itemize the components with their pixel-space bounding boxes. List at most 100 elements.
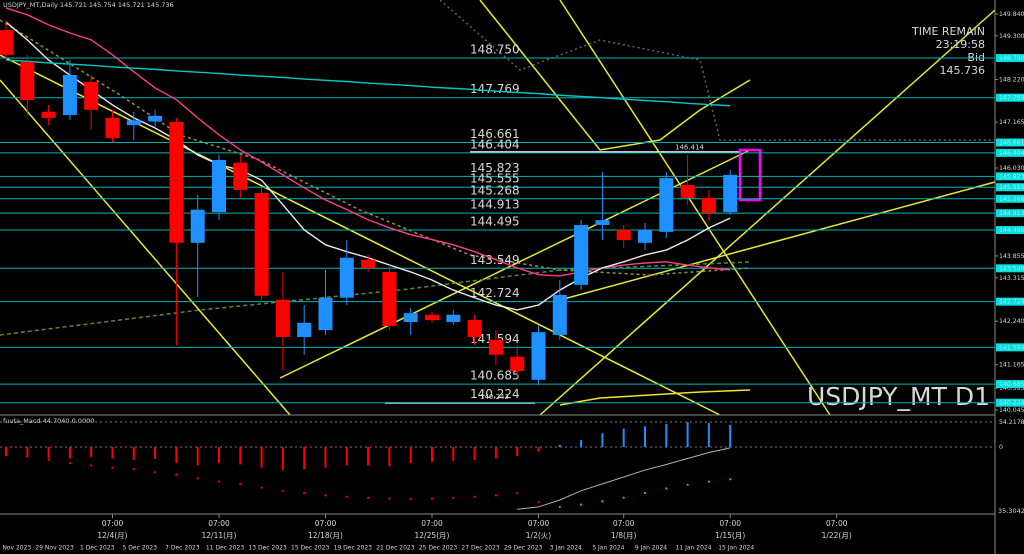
trend-line <box>559 181 996 301</box>
macd-signal-dot <box>281 489 284 492</box>
level-box <box>996 297 1024 306</box>
time-label: 07:00 <box>421 519 443 528</box>
candle-body <box>41 111 56 118</box>
macd-signal-dot <box>47 458 50 462</box>
cloud-line <box>0 261 751 336</box>
y-tick-label: 148.220 <box>999 76 1024 83</box>
level-box <box>996 93 1024 102</box>
week-label: 1/2(火) <box>526 531 551 540</box>
macd-bar <box>196 446 199 466</box>
macd-signal-dot <box>601 500 604 503</box>
candle-body <box>84 81 99 110</box>
level-box-label: 140.224 <box>999 400 1024 407</box>
info-text: Bid <box>967 51 985 64</box>
week-label: 12/18(月) <box>308 531 343 540</box>
level-label: 146.661 <box>470 127 520 141</box>
candle-body <box>488 339 503 355</box>
macd-signal-dot <box>473 495 476 498</box>
candle-body <box>680 184 695 198</box>
candle-body <box>126 120 141 126</box>
level-box <box>996 54 1024 63</box>
candle-body <box>446 314 461 323</box>
x-tick-label: 11 Dec 2023 <box>206 545 245 552</box>
level-box <box>996 343 1024 352</box>
macd-signal-dot <box>367 496 370 499</box>
macd-signal-dot <box>90 464 93 467</box>
macd-signal-dot <box>4 452 8 456</box>
macd-signal-dot <box>409 497 412 501</box>
macd-bottom-label: 35.3042 <box>998 507 1024 515</box>
week-label: 1/22(月) <box>822 531 852 540</box>
x-tick-label: 15 Jan 2024 <box>718 545 754 552</box>
macd-signal-dot <box>324 494 327 497</box>
macd-bar <box>260 446 263 468</box>
x-tick-label: 11 Jan 2024 <box>676 545 712 552</box>
candle-body <box>233 162 248 190</box>
macd-signal-dot <box>26 455 29 458</box>
week-label: 12/4(月) <box>97 531 127 540</box>
moving-average <box>5 59 731 107</box>
time-label: 07:00 <box>102 519 124 528</box>
macd-signal-dot <box>430 497 434 500</box>
macd-bar <box>345 446 348 466</box>
macd-signal-dot <box>686 483 689 486</box>
candle-body <box>659 178 674 232</box>
y-tick-label: 142.240 <box>999 318 1024 325</box>
moving-average <box>5 7 731 277</box>
macd-bar <box>580 440 583 447</box>
macd-bar <box>431 446 433 462</box>
macd-bar <box>686 422 689 447</box>
macd-signal-dot <box>707 480 711 483</box>
x-tick-label: 27 Nov 2023 <box>0 545 31 552</box>
macd-line <box>517 447 731 510</box>
y-tick-label: 141.165 <box>999 362 1024 369</box>
week-label: 12/11(月) <box>202 531 237 540</box>
macd-bar <box>558 444 561 447</box>
annotation: 146.414 <box>675 143 704 151</box>
candle-body <box>169 121 184 243</box>
level-box-label: 147.769 <box>999 95 1024 102</box>
x-tick-label: 25 Dec 2023 <box>419 545 458 552</box>
level-label: 140.224 <box>470 387 520 401</box>
macd-bar <box>473 446 476 460</box>
macd-bar <box>707 423 710 447</box>
level-box-label: 145.268 <box>999 196 1024 203</box>
level-label: 147.769 <box>470 82 520 96</box>
x-tick-label: 27 Dec 2023 <box>461 545 500 552</box>
candle-body <box>382 271 397 327</box>
level-box-label: 143.549 <box>999 265 1024 272</box>
level-label: 145.823 <box>470 161 520 175</box>
candle-body <box>467 320 482 337</box>
macd-bar <box>516 446 519 457</box>
macd-bar <box>601 433 604 447</box>
macd-signal-dot <box>558 505 561 509</box>
channel-line <box>479 0 751 151</box>
macd-tick-label: 54.2178 <box>999 419 1024 426</box>
macd-signal-dot <box>622 496 625 499</box>
macd-bar <box>218 446 220 464</box>
macd-bar <box>26 446 29 458</box>
current-box <box>738 148 762 202</box>
trend-line <box>559 0 831 416</box>
candle-body <box>701 197 716 213</box>
macd-bar <box>494 446 497 459</box>
candle-body <box>574 225 589 285</box>
level-box <box>996 138 1024 147</box>
macd-bar <box>388 446 391 467</box>
y-tick-label: 140.045 <box>999 407 1024 414</box>
channel-line <box>559 389 751 406</box>
x-tick-label: 5 Jan 2024 <box>592 545 624 552</box>
candle-body <box>723 174 738 213</box>
level-box <box>996 209 1024 218</box>
level-box-label: 148.750 <box>999 55 1024 62</box>
macd-bar <box>90 446 93 458</box>
x-tick-label: 9 Jan 2024 <box>635 545 667 552</box>
level-box-label: 140.685 <box>999 381 1024 388</box>
macd-signal-dot <box>388 497 391 500</box>
candle-body <box>212 159 226 213</box>
level-box <box>996 226 1024 235</box>
macd-bar <box>537 446 540 452</box>
time-label: 07:00 <box>528 519 550 528</box>
macd-signal-dot <box>452 496 455 499</box>
